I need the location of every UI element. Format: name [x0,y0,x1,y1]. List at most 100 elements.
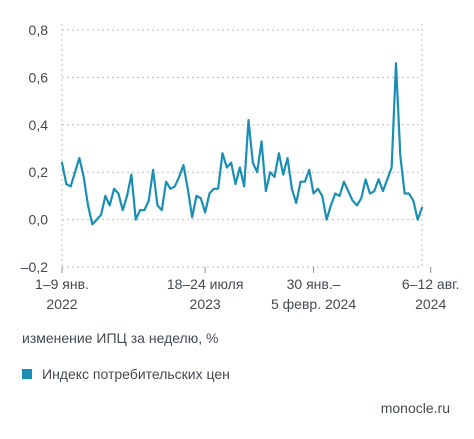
data-point [174,185,176,188]
x-tick-label: 2023 [190,296,221,312]
data-point [96,219,98,221]
data-point [217,188,219,190]
data-point [343,181,345,183]
x-tick-label: 6–12 авг. [402,276,460,292]
x-tick-label: 30 янв.– [287,276,341,292]
data-point [148,200,150,202]
data-point [130,173,132,176]
data-point [169,188,172,190]
data-point [178,176,180,178]
data-point [412,200,414,202]
x-tick-label: 1–9 янв. [35,276,89,292]
y-axis: –0,2 0,0 0,2 0,4 0,6 0,8 [21,22,48,275]
y-tick-label: 0,2 [29,164,49,180]
source-credit: monocle.ru [380,400,450,416]
data-point [256,171,258,173]
data-point [243,185,245,188]
data-point [399,155,401,157]
data-point [291,188,293,190]
data-point [269,171,271,173]
data-point [247,119,250,121]
data-point [234,183,237,185]
data-point [299,181,302,183]
data-point [117,192,119,195]
data-point [421,207,423,209]
series-line-cpi [60,62,424,226]
x-axis: 1–9 янв. 2022 18–24 июля 2023 30 янв.– 5 февр… [35,267,459,312]
data-point [78,157,80,159]
data-point [161,209,163,211]
data-point [308,169,310,171]
data-point [230,162,232,164]
data-point [239,166,241,169]
data-point [404,192,406,195]
data-point [278,152,280,154]
data-point [338,195,341,197]
data-point [304,181,306,183]
data-point [165,181,167,183]
data-point [321,195,323,197]
chart-legend: Индекс потребительских цен [22,366,230,382]
data-point [265,190,267,192]
y-tick-label: –0,2 [21,259,48,275]
data-point [391,166,393,169]
y-tick-label: 0,0 [29,212,49,228]
data-point [65,183,67,185]
data-point [204,211,206,214]
data-point [252,162,254,164]
data-point [373,190,375,192]
data-point [135,219,137,221]
data-point [208,192,211,195]
data-point [156,204,159,206]
x-tick-label: 18–24 июля [167,276,244,292]
data-point [221,152,224,154]
data-point [395,62,397,64]
data-point [195,195,198,197]
x-tick-label: 2024 [415,296,446,312]
chart-series [60,62,424,226]
data-point [143,209,146,211]
data-point [152,169,154,171]
data-point [126,195,128,197]
data-point [334,192,336,195]
y-tick-label: 0,8 [29,22,49,38]
data-point [104,195,106,197]
data-point [317,188,319,190]
data-point [139,209,141,211]
data-point [70,185,72,188]
data-point [226,166,228,169]
data-point [365,178,367,180]
data-point [386,178,388,180]
data-point [260,140,263,142]
data-point [312,192,315,195]
data-point [295,202,297,204]
legend-swatch [22,369,32,379]
data-point [369,192,371,195]
data-point [330,204,332,206]
chart-unit-note: изменение ИПЦ за неделю, % [22,330,219,346]
data-point [408,192,410,195]
cpi-line-chart: –0,2 0,0 0,2 0,4 0,6 0,8 1–9 янв. 2022 18–24 ию… [21,22,460,312]
data-point [378,178,380,180]
y-tick-label: 0,4 [29,117,49,133]
data-point [109,204,111,206]
data-point [382,190,384,192]
data-point [187,188,189,190]
data-point [352,200,354,202]
data-point [83,176,85,178]
data-point [100,214,102,216]
data-point [325,219,328,221]
data-point [200,197,202,199]
data-point [417,219,419,221]
data-point [113,188,115,190]
data-point [61,162,63,164]
data-point [273,176,276,178]
data-point [74,171,76,173]
x-tick-label: 5 февр. 2024 [271,296,356,312]
x-tick-label: 2022 [46,296,77,312]
data-point [356,204,358,206]
data-point [360,197,362,199]
data-point [282,173,284,176]
data-point [87,204,89,206]
data-point [122,209,124,211]
